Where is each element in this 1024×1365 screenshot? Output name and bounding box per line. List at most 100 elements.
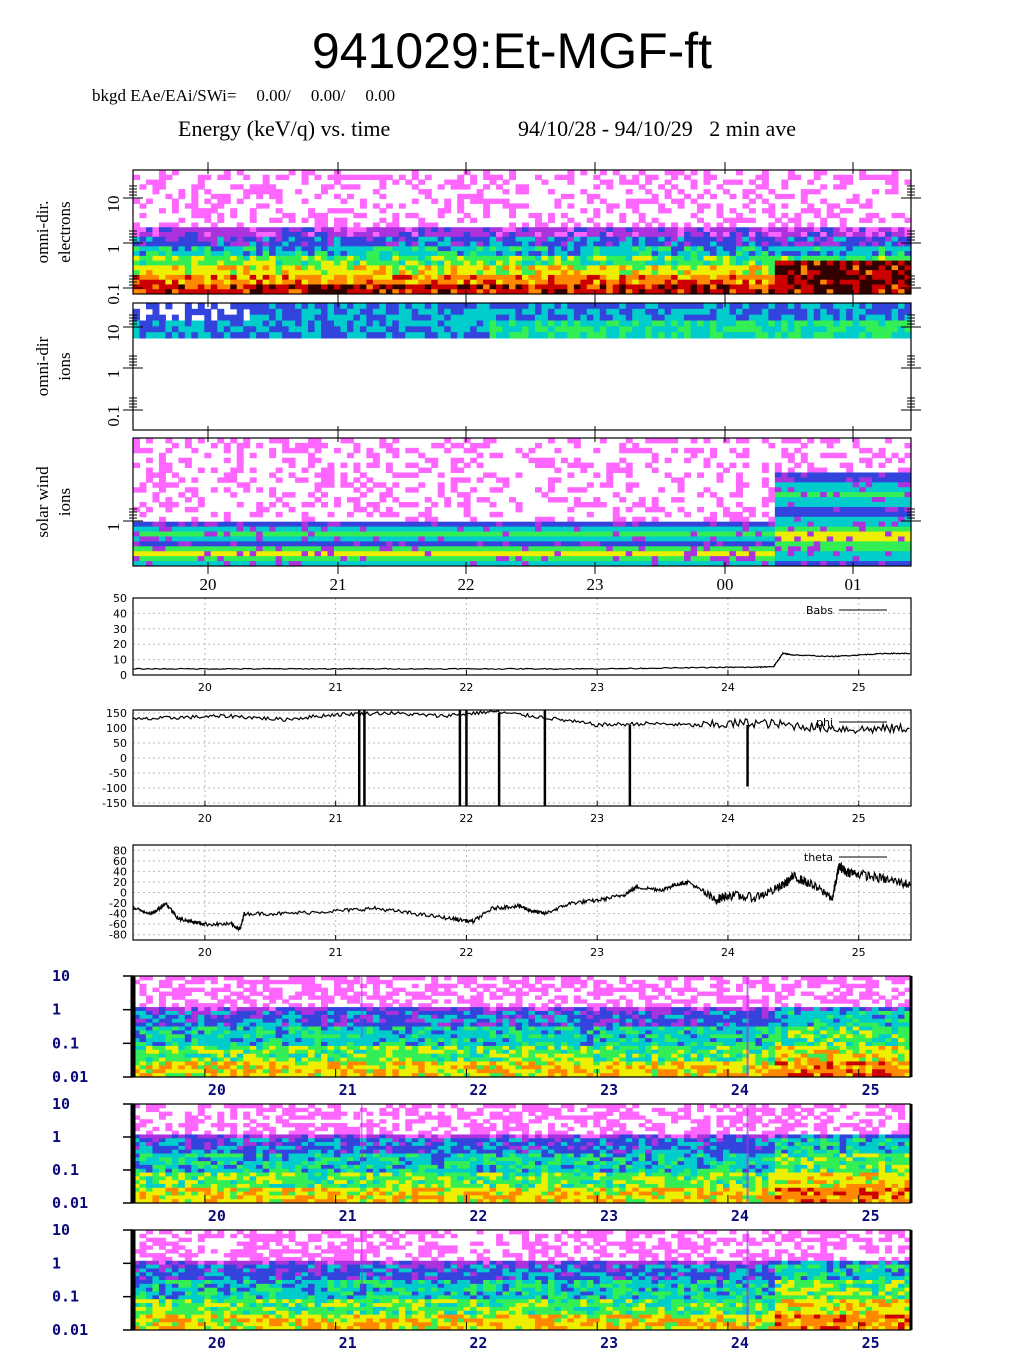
- spectrogram-cell: [392, 556, 400, 562]
- spectrogram-cell: [372, 561, 380, 567]
- spectrogram-cell: [256, 561, 264, 567]
- spectrogram-cell: [560, 457, 568, 464]
- spectrogram-cell: [651, 541, 659, 547]
- spectrogram-cell: [878, 232, 886, 238]
- spectrogram-cell: [755, 541, 763, 547]
- spectrogram-cell: [152, 279, 160, 285]
- spectrogram-cell: [768, 551, 776, 557]
- spectrogram-cell: [826, 492, 834, 498]
- spectrogram-cell: [457, 546, 465, 552]
- spectrogram-cell: [483, 556, 491, 562]
- spectrogram-cell: [619, 556, 627, 562]
- spectrogram-cell: [658, 279, 666, 285]
- spectrogram-cell: [580, 170, 588, 176]
- spectrogram-cell: [385, 320, 393, 327]
- spectrogram-cell: [321, 521, 328, 528]
- spectrogram-cell: [580, 467, 588, 473]
- spectrogram-cell: [366, 326, 374, 333]
- spectrogram-cell: [340, 314, 348, 321]
- spectrogram-cell: [658, 546, 666, 552]
- spectrogram-cell: [904, 308, 912, 316]
- spectrogram-cell: [729, 447, 737, 454]
- spectrogram-cell: [178, 477, 186, 483]
- spectrogram-cell: [171, 531, 179, 537]
- spectrogram-cell: [158, 457, 166, 464]
- spectrogram-cell: [794, 551, 802, 557]
- spectrogram-cell: [716, 303, 724, 310]
- spectrogram-cell: [833, 314, 841, 321]
- spectrogram-cell: [223, 477, 231, 483]
- spectrogram-cell: [768, 536, 776, 542]
- spectrogram-cell: [755, 314, 763, 321]
- spectrogram-cell: [424, 265, 432, 271]
- spectrogram-cell: [898, 506, 906, 513]
- spectrogram-cell: [833, 531, 841, 537]
- spectrogram-cell: [411, 251, 419, 257]
- spectrogram-cell: [716, 246, 724, 252]
- spectrogram-cell: [437, 531, 445, 537]
- spectrogram-cell: [606, 274, 614, 281]
- spectrogram-cell: [800, 502, 808, 508]
- spectrogram-cell: [489, 332, 497, 339]
- spectrogram-cell: [606, 561, 614, 567]
- spectrogram-cell: [852, 531, 860, 537]
- spectrogram-cell: [463, 212, 471, 219]
- spectrogram-cell: [891, 511, 899, 518]
- spectrogram-cell: [554, 521, 562, 528]
- spectrogram-cell: [768, 492, 776, 498]
- spectrogram-cell: [703, 232, 711, 238]
- spectrogram-cell: [340, 289, 348, 295]
- spectrogram-cell: [158, 260, 166, 266]
- spectrogram-cell: [483, 227, 491, 233]
- spectrogram-cell: [580, 255, 588, 262]
- spectrogram-cell: [528, 289, 536, 295]
- spectrogram-cell: [411, 303, 419, 310]
- spectrogram-cell: [204, 526, 212, 533]
- spectrogram-cell: [872, 521, 880, 528]
- spectrogram-cell: [774, 536, 782, 542]
- spectrogram-cell: [865, 270, 873, 276]
- spectrogram-cell: [748, 208, 756, 214]
- spectrogram-cell: [476, 303, 484, 310]
- spectrogram-cell: [502, 284, 510, 290]
- spectrogram-cell: [807, 506, 815, 513]
- spectrogram-cell: [333, 251, 341, 257]
- spectrogram-cell: [210, 232, 218, 238]
- spectrogram-cell: [807, 326, 815, 333]
- spectrogram-cell: [314, 174, 322, 181]
- spectrogram-cell: [541, 457, 549, 464]
- spectrogram-cell: [496, 232, 504, 238]
- spectrogram-cell: [288, 531, 296, 537]
- spectrogram-cell: [716, 227, 724, 233]
- spectrogram-cell: [204, 332, 212, 339]
- spectrogram-cell: [787, 531, 795, 537]
- spectrogram-cell: [333, 531, 341, 537]
- spectrogram-cell: [236, 551, 244, 557]
- spectrogram-cell: [243, 241, 251, 247]
- spectrogram-cell: [139, 556, 147, 562]
- spectrogram-cell: [820, 260, 828, 266]
- spectrogram-cell: [171, 232, 179, 238]
- spectrogram-cell: [606, 270, 614, 276]
- spectrogram-cell: [859, 270, 867, 276]
- spectrogram-cell: [133, 1042, 140, 1047]
- spectrogram-cell: [891, 241, 899, 247]
- spectrogram-cell: [865, 502, 873, 508]
- spectrogram-cell: [735, 251, 743, 257]
- spectrogram-cell: [256, 541, 264, 547]
- spectrogram-cell: [145, 284, 153, 290]
- y-tick-label: -100: [102, 782, 127, 795]
- spectrogram-cell: [710, 561, 717, 567]
- spectrogram-cell: [301, 170, 309, 176]
- spectrogram-cell: [444, 236, 452, 243]
- spectrogram-cell: [301, 332, 309, 339]
- spectrogram-cell: [619, 174, 627, 181]
- spectrogram-cell: [742, 438, 750, 444]
- spectrogram-cell: [230, 246, 238, 252]
- spectrogram-cell: [722, 179, 730, 185]
- spectrogram-cell: [729, 241, 737, 247]
- spectrogram-cell: [256, 442, 264, 449]
- spectrogram-cell: [509, 227, 517, 233]
- spectrogram-cell: [878, 497, 886, 503]
- spectrogram-cell: [236, 521, 244, 528]
